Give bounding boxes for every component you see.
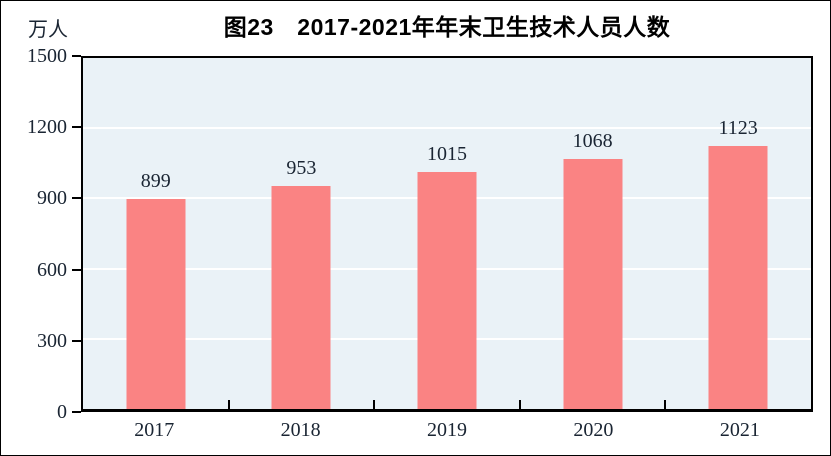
y-axis-unit-label: 万人 xyxy=(28,19,68,41)
y-tick-mark-1500 xyxy=(72,55,81,57)
bar-value-label-2018: 953 xyxy=(286,157,317,179)
bar-slot-2017: 899 xyxy=(83,58,229,409)
y-tick-label-1500: 1500 xyxy=(27,45,67,67)
y-axis: 0 300 600 900 1200 1500 xyxy=(1,45,81,423)
x-axis-label-2021: 2021 xyxy=(719,419,760,441)
y-tick-mark-900 xyxy=(72,197,81,200)
y-tick-mark-600 xyxy=(72,268,81,271)
bar-slot-2019: 1015 xyxy=(374,58,520,409)
x-axis-label-2018: 2018 xyxy=(280,419,321,441)
y-tick-mark-300 xyxy=(72,339,81,342)
bar-2021 xyxy=(708,146,768,409)
x-tick-mark-3 xyxy=(518,400,521,409)
gridline-1200 xyxy=(83,127,811,130)
y-tick-label-600: 600 xyxy=(37,258,67,281)
y-tick-label-1200: 1200 xyxy=(27,116,67,139)
bar-2017 xyxy=(126,198,186,409)
x-tick-mark-2 xyxy=(373,400,376,409)
bar-slot-2020: 1068 xyxy=(520,58,666,409)
x-tick-mark-1 xyxy=(227,400,230,409)
bar-2019 xyxy=(417,171,477,409)
y-tick-label-900: 900 xyxy=(37,187,67,210)
bar-value-label-2021: 1123 xyxy=(718,117,758,140)
x-axis-label-2020: 2020 xyxy=(573,419,614,441)
x-axis-labels: 2017 2018 2019 2020 2021 xyxy=(81,418,813,442)
y-tick-label-0: 0 xyxy=(57,401,67,423)
bar-slot-2021: 1123 xyxy=(665,58,811,409)
x-tick-mark-4 xyxy=(664,400,667,409)
y-tick-label-300: 300 xyxy=(37,329,67,352)
bar-value-label-2020: 1068 xyxy=(572,130,613,153)
bar-value-label-2019: 1015 xyxy=(426,142,467,165)
y-tick-mark-1200 xyxy=(72,126,81,129)
bar-2018 xyxy=(271,186,331,409)
bar-value-label-2017: 899 xyxy=(140,169,171,192)
bar-2020 xyxy=(563,159,623,409)
bars-container: 899 953 1015 1068 1123 xyxy=(83,58,811,409)
bar-slot-2018: 953 xyxy=(229,58,375,409)
plot-area: 899 953 1015 1068 1123 xyxy=(81,56,813,412)
x-axis-label-2017: 2017 xyxy=(134,419,175,441)
x-axis-label-2019: 2019 xyxy=(427,419,468,441)
y-tick-mark-0 xyxy=(72,411,81,413)
figure-title: 图23 2017-2021年年末卫生技术人员人数 xyxy=(223,14,671,40)
